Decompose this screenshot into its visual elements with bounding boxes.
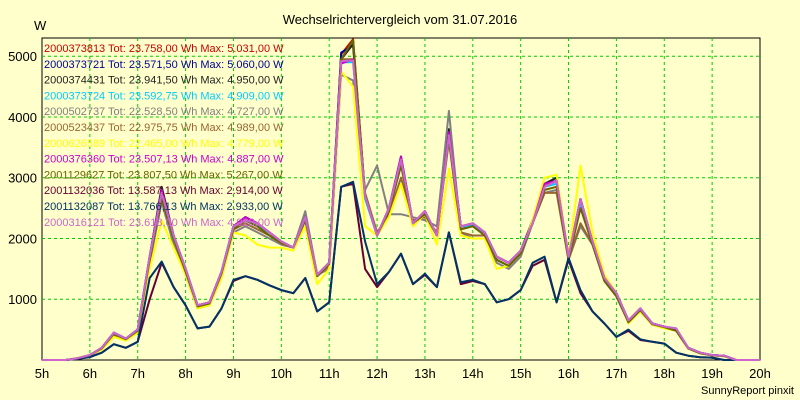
legend: 2000373813 Tot: 23.758,00 Wh Max: 5.031,… [44, 43, 284, 229]
legend-entry: 2001132036 Tot: 13.587,13 Wh Max: 2.914,… [44, 185, 283, 197]
y-tick-label: 3000 [8, 171, 37, 186]
y-tick-label: 5000 [8, 49, 37, 64]
x-tick-label: 7h [130, 366, 144, 381]
y-tick-label: 2000 [8, 231, 37, 246]
legend-entry: 2000373813 Tot: 23.758,00 Wh Max: 5.031,… [44, 43, 284, 55]
x-tick-label: 13h [414, 366, 436, 381]
x-tick-label: 9h [226, 366, 240, 381]
legend-entry: 2000316121 Tot: 23.618,00 Wh Max: 4.928,… [44, 217, 284, 229]
x-tick-label: 5h [35, 366, 49, 381]
legend-entry: 2000374431 Tot: 23.941,50 Wh Max: 4.950,… [44, 75, 284, 87]
legend-entry: 2001129627 Tot: 23.807,50 Wh Max: 5.267,… [44, 169, 283, 181]
x-tick-label: 11h [319, 366, 340, 381]
series-layer [42, 38, 760, 361]
footer-credit: SunnyReport pinxit [701, 385, 794, 397]
legend-entry: 2000376360 Tot: 23.507,13 Wh Max: 4.887,… [44, 154, 284, 166]
x-tick-label: 19h [701, 366, 723, 381]
y-tick-label: 1000 [8, 292, 37, 307]
legend-entry: 2000373721 Tot: 23.571,50 Wh Max: 5.060,… [44, 59, 284, 71]
legend-entry: 2001132087 Tot: 13.766,13 Wh Max: 2.933,… [44, 201, 283, 213]
legend-entry: 2000626589 Tot: 22.465,00 Wh Max: 4.779,… [44, 138, 284, 150]
x-tick-label: 8h [178, 366, 192, 381]
legend-entry: 2000523437 Tot: 22.975,75 Wh Max: 4.989,… [44, 122, 284, 134]
x-tick-label: 12h [366, 366, 388, 381]
legend-entry: 2000373724 Tot: 23.592,75 Wh Max: 4.909,… [44, 90, 284, 102]
series-line [42, 180, 760, 361]
x-tick-label: 10h [270, 366, 292, 381]
x-tick-label: 15h [510, 366, 532, 381]
x-tick-label: 6h [83, 366, 97, 381]
series-line [42, 59, 760, 361]
x-tick-label: 16h [558, 366, 580, 381]
x-tick-label: 20h [749, 366, 771, 381]
y-tick-label: 4000 [8, 110, 37, 125]
chart-title: Wechselrichtervergleich vom 31.07.2016 [283, 12, 518, 27]
legend-entry: 2000502737 Tot: 22.528,50 Wh Max: 4.727,… [44, 106, 284, 118]
y-axis-unit: W [34, 18, 47, 33]
y-axis: 1000 2000 3000 4000 5000 [8, 49, 37, 307]
x-tick-label: 17h [606, 366, 628, 381]
series-line [42, 39, 760, 361]
x-axis: 5h 6h 7h 8h 9h 10h 11h 12h 13h 14h 15h 16h 17h 18h 19h… [35, 366, 771, 381]
x-tick-label: 18h [653, 366, 675, 381]
x-tick-label: 14h [462, 366, 484, 381]
